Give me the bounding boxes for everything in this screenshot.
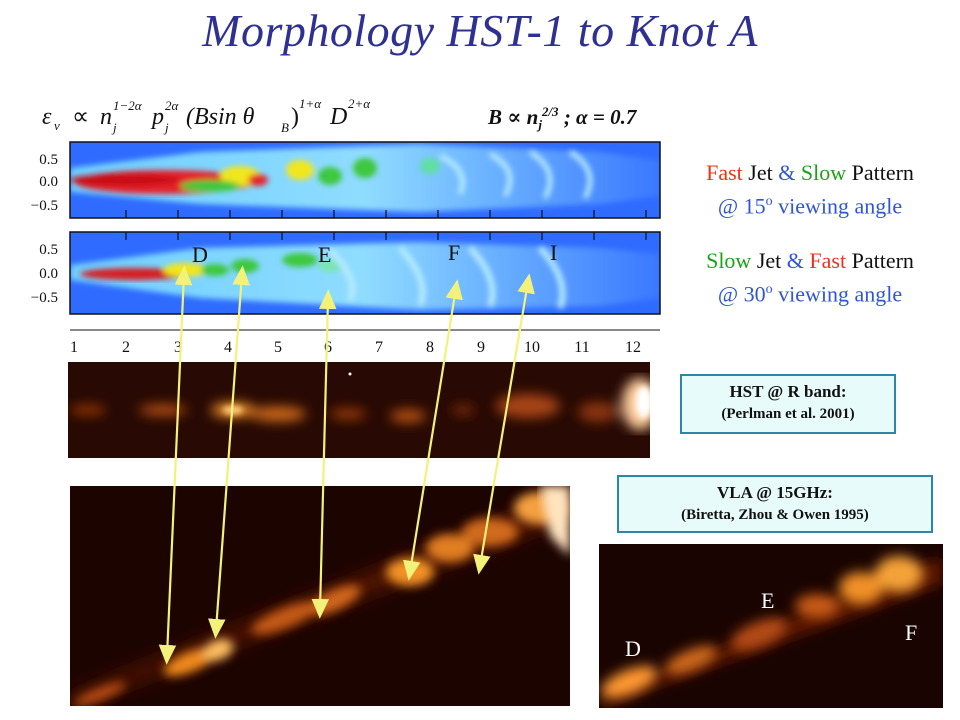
knot-label-e: E: [318, 242, 331, 267]
formula-eps: ε: [42, 104, 52, 130]
xtick: 1: [70, 339, 78, 356]
xtick: 7: [375, 339, 383, 356]
vla-image-small: E F D: [599, 544, 943, 708]
formula-n-exp: 1−2α: [113, 98, 143, 113]
formula-nu: ν: [54, 118, 60, 133]
b-relation: B ∝ nj2/3 ; α = 0.7: [488, 104, 637, 133]
panel2-ytick: 0.5: [39, 242, 58, 258]
formula-p-exp: 2α: [165, 98, 180, 113]
formula-d: D: [329, 104, 347, 130]
formula-n: n: [100, 104, 112, 130]
formula-prop: ∝: [72, 104, 89, 130]
knot-label-f: F: [448, 240, 460, 265]
vla-knot-label-d: D: [625, 636, 641, 661]
panel1-ytick: 0.5: [39, 152, 58, 168]
knot-label-d: D: [192, 242, 208, 267]
vla-caption-box: VLA @ 15GHz: (Biretta, Zhou & Owen 1995): [617, 475, 933, 533]
vla-knot-label-e: E: [761, 588, 774, 613]
arrow-knot-d: [158, 265, 193, 665]
page-title: Morphology HST-1 to Knot A: [202, 5, 758, 56]
panel1-ytick: −0.5: [31, 198, 58, 214]
formula-d-exp: 2+α: [348, 96, 371, 111]
formula-b-sub: B: [281, 120, 289, 135]
legend-fast-jet: Fast Jet & Slow Pattern @ 15o viewing an…: [706, 160, 914, 219]
hst-caption-box: HST @ R band: (Perlman et al. 2001): [680, 374, 896, 434]
panel2-ytick: 0.0: [39, 266, 58, 282]
emissivity-formula: ε ν ∝ n j 1−2α p j 2α (Bsin θ B ) 1+α D …: [42, 96, 371, 135]
arrow-knot-f: [403, 279, 463, 581]
panel2-ytick: −0.5: [31, 290, 58, 306]
formula-b-close: ): [291, 104, 299, 130]
simulation-panel-fast-jet: [70, 142, 660, 218]
formula-n-sub: j: [111, 120, 117, 135]
knot-label-i: I: [550, 240, 557, 265]
xtick: 5: [274, 339, 282, 356]
formula-b-exp: 1+α: [299, 96, 322, 111]
simulation-panels: 0.5 0.0 −0.5 0.5 0.0 −0.5 D: [31, 141, 661, 356]
xtick: 2: [122, 339, 130, 356]
xtick: 12: [625, 339, 641, 356]
vla-knot-label-f: F: [905, 620, 917, 645]
panel2-ticks: [125, 232, 647, 240]
panel1-ticks: [125, 210, 647, 218]
legend-slow-jet: Slow Jet & Fast Pattern @ 30o viewing an…: [706, 248, 914, 307]
panel1-ytick: 0.0: [39, 174, 58, 190]
xtick: 11: [574, 339, 589, 356]
arrow-knot-e: [208, 265, 250, 639]
formula-b-group: (Bsin θ: [186, 104, 255, 130]
arrow-knot-e2: [311, 289, 337, 619]
formula-p-sub: j: [163, 120, 169, 135]
formula-p: p: [150, 104, 164, 130]
arrow-knot-i: [473, 273, 535, 575]
